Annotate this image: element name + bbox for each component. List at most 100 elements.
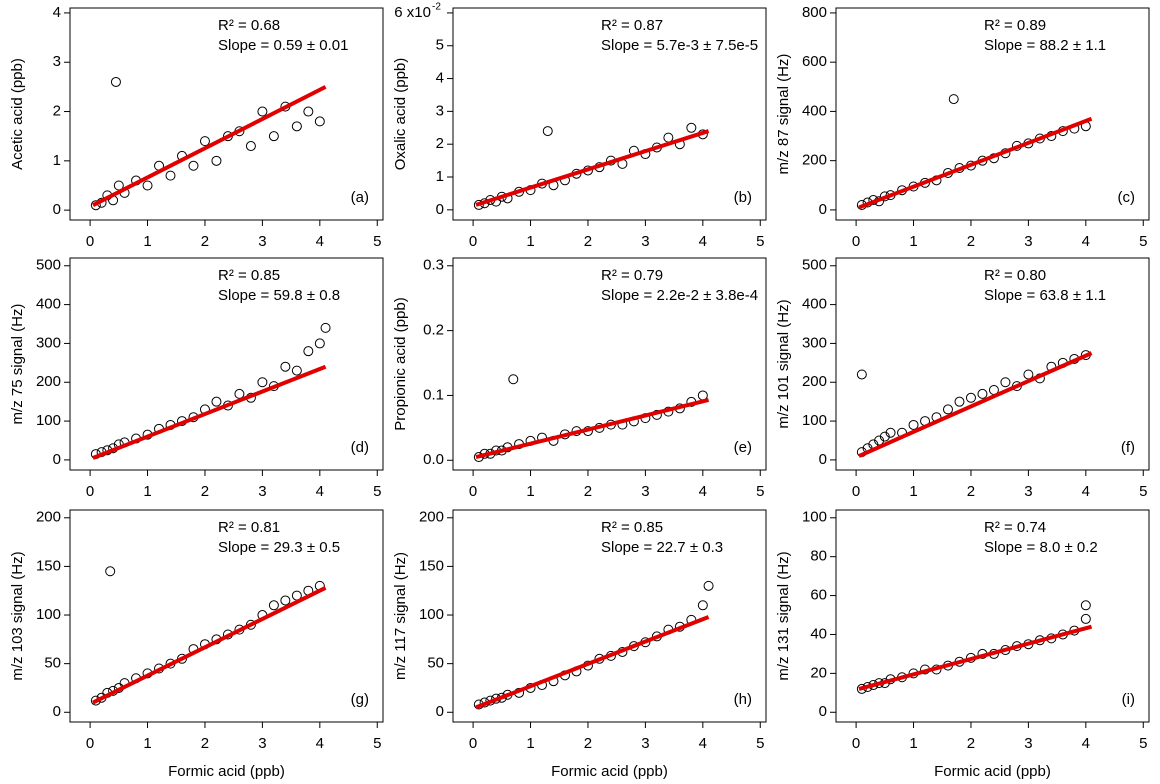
panel-label: (e) [734, 439, 752, 456]
data-point [234, 388, 245, 399]
x-tick-label: 2 [201, 483, 209, 500]
x-tick-label: 4 [316, 233, 324, 250]
x-axis-label: Formic acid (ppb) [168, 763, 285, 780]
x-tick-label: 4 [316, 735, 324, 752]
x-axis-label: Formic acid (ppb) [934, 763, 1051, 780]
y-tick-label: 40 [810, 625, 827, 642]
x-tick-label: 5 [756, 483, 764, 500]
panel: 0 1 2 3 4 5 0 100 200 300 400 500 m/z 101 signal (Hz… [775, 257, 1150, 500]
data-point [1000, 377, 1011, 388]
y-tick-label: 800 [802, 4, 827, 21]
y-axis-label: m/z 75 signal (Hz) [9, 304, 26, 425]
y-tick-label: 50 [44, 655, 61, 672]
x-tick-label: 4 [699, 735, 707, 752]
x-tick-label: 0 [852, 233, 860, 250]
x-tick-label: 1 [143, 483, 151, 500]
panel: 0 1 2 3 4 5 0 200 400 600 800 m/z 87 signal (Hz) R² … [775, 4, 1150, 250]
y-axis-label: m/z 117 signal (Hz) [392, 552, 409, 680]
y-axis-label: Oxalic acid (ppb) [392, 58, 409, 171]
data-point [314, 338, 325, 349]
x-tick-label: 2 [201, 735, 209, 752]
r-squared: R² = 0.85 [218, 267, 280, 284]
x-tick-label: 5 [756, 735, 764, 752]
slope: Slope = 0.59 ± 0.01 [218, 37, 348, 54]
x-tick-label: 0 [86, 233, 94, 250]
r-squared: R² = 0.89 [984, 17, 1046, 34]
y-axis-label: m/z 131 signal (Hz) [775, 551, 792, 680]
data-point [245, 141, 256, 152]
y-tick-label: 500 [36, 257, 61, 274]
slope: Slope = 88.2 ± 1.1 [984, 37, 1106, 54]
data-point [90, 200, 101, 211]
data-point [268, 600, 279, 611]
x-tick-label: 3 [641, 735, 649, 752]
x-tick-label: 1 [909, 233, 917, 250]
x-tick-label: 5 [1139, 483, 1147, 500]
x-tick-label: 2 [967, 735, 975, 752]
x-tick-label: 2 [584, 735, 592, 752]
data-point [686, 122, 697, 133]
y-tick-label: 80 [810, 548, 827, 565]
y-tick-label: 100 [802, 509, 827, 526]
data-point [303, 346, 314, 357]
data-point [211, 155, 222, 166]
panel-label: (d) [351, 439, 369, 456]
fit-line [92, 586, 327, 705]
x-tick-label: 5 [1139, 735, 1147, 752]
data-point [268, 131, 279, 142]
panel-label: (h) [734, 691, 752, 708]
y-tick-label: 0 [436, 703, 444, 720]
x-tick-label: 3 [258, 233, 266, 250]
y-axis-label: m/z 101 signal (Hz) [775, 299, 792, 428]
x-tick-label: 1 [143, 233, 151, 250]
data-point [856, 369, 867, 380]
slope: Slope = 2.2e-2 ± 3.8e-4 [601, 287, 758, 304]
fit-line [92, 85, 327, 207]
data-point [948, 94, 959, 105]
y-axis-label: Propionic acid (ppb) [392, 297, 409, 430]
r-squared: R² = 0.74 [984, 519, 1046, 536]
data-point [165, 170, 176, 181]
y-tick-label: 3 [53, 53, 61, 70]
plot-frame [452, 509, 767, 723]
r-squared: R² = 0.87 [601, 17, 663, 34]
panel-label: (g) [351, 691, 369, 708]
y-tick-label: 3 [436, 102, 444, 119]
plot-frame [835, 257, 1150, 471]
x-tick-label: 2 [967, 233, 975, 250]
y-tick-label: 4 [53, 4, 61, 21]
r-squared: R² = 0.79 [601, 267, 663, 284]
data-point [280, 595, 291, 606]
y-tick-label: 300 [36, 334, 61, 351]
x-tick-label: 1 [526, 735, 534, 752]
plot-frame [452, 7, 767, 221]
y-tick-label: 1 [53, 152, 61, 169]
plot-frame [69, 257, 384, 471]
x-tick-label: 0 [852, 483, 860, 500]
y-tick-label: 0 [436, 201, 444, 218]
data-point [280, 361, 291, 372]
x-tick-label: 5 [373, 483, 381, 500]
y-tick-label: 150 [36, 557, 61, 574]
data-point [965, 392, 976, 403]
y-tick-label: 0 [819, 451, 827, 468]
data-point [697, 600, 708, 611]
data-point [257, 377, 268, 388]
y-tick-label: 0 [53, 703, 61, 720]
data-point [1080, 600, 1091, 611]
x-tick-label: 3 [1024, 735, 1032, 752]
y-exponent: -2 [432, 2, 441, 13]
fit-line [92, 364, 327, 460]
y-tick-label: 0.0 [423, 451, 444, 468]
x-tick-label: 2 [584, 233, 592, 250]
y-axis-label: Acetic acid (ppb) [9, 58, 26, 170]
x-tick-label: 1 [909, 483, 917, 500]
data-point [508, 374, 519, 385]
data-point [977, 388, 988, 399]
data-point [211, 396, 222, 407]
x-tick-label: 2 [967, 483, 975, 500]
y-tick-label: 2 [436, 135, 444, 152]
y-tick-label: 60 [810, 587, 827, 604]
x-tick-label: 4 [1082, 735, 1090, 752]
